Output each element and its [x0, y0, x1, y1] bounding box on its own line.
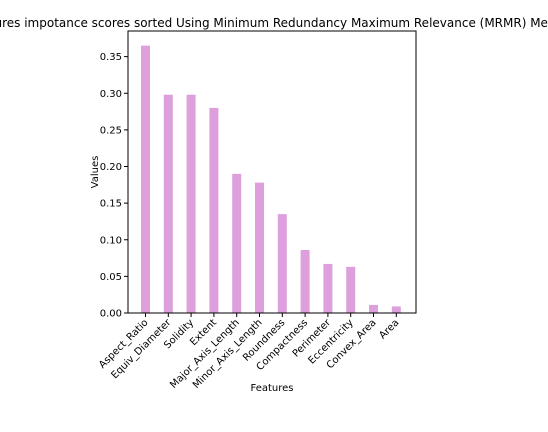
y-axis: 0.00 0.05 0.10 0.15 0.20 0.25 0.30 0.35 [100, 52, 128, 320]
y-tick-label: 0.35 [100, 52, 122, 63]
y-tick-label: 0.25 [100, 125, 122, 136]
bar-area [391, 306, 401, 313]
bar-aspect-ratio [141, 45, 150, 313]
y-axis-label: Values [90, 156, 101, 189]
y-tick-label: 0.20 [100, 162, 122, 173]
y-tick-label: 0.10 [100, 235, 122, 246]
x-axis-label: Features [251, 383, 294, 394]
bar-minor-axis-length [255, 182, 264, 313]
y-tick-label: 0.05 [100, 272, 122, 283]
bar-perimeter [323, 263, 333, 313]
bar-extent [209, 107, 219, 313]
y-tick-label: 0.00 [100, 309, 122, 320]
y-tick-label: 0.15 [100, 199, 122, 210]
bars [141, 45, 401, 314]
bar-solidity [186, 94, 196, 314]
bar-major-axis-length [232, 173, 242, 313]
bar-equiv-diameter [163, 94, 173, 314]
x-axis: Aspect_RatioEquiv_DiameterSolidityExtent… [97, 313, 401, 391]
bar-convex-area [369, 304, 378, 313]
bar-compactness [300, 250, 310, 313]
bar-eccentricity [346, 266, 356, 313]
chart-title: Features impotance scores sorted Using M… [0, 16, 548, 30]
y-tick-label: 0.30 [100, 89, 122, 100]
bar-roundness [277, 214, 287, 313]
x-tick-label: Area [377, 317, 401, 341]
plot-frame [127, 30, 417, 314]
